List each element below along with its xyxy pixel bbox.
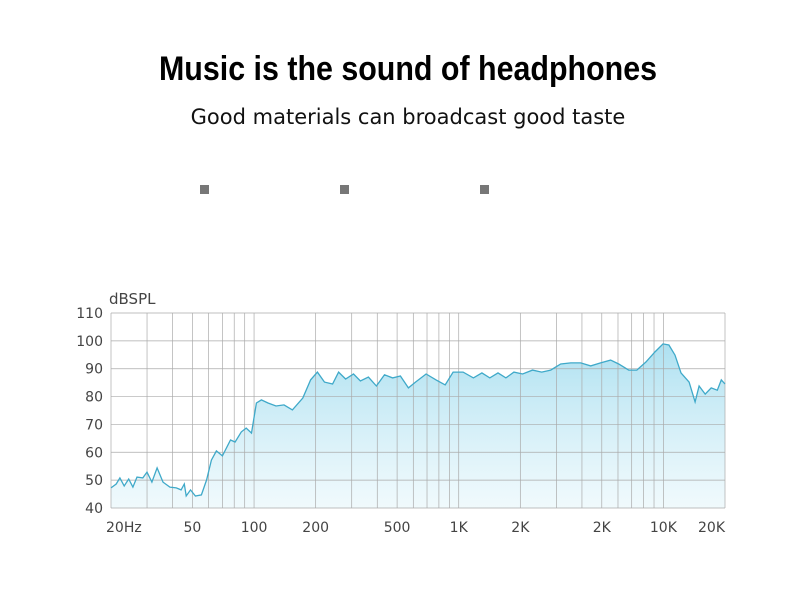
y-axis-label: dBSPL — [109, 290, 156, 308]
y-tick-label: 50 — [85, 473, 103, 489]
x-tick-label: 2K — [511, 520, 530, 536]
x-tick-label: 50 — [184, 520, 202, 536]
x-tick-label: 100 — [241, 520, 268, 536]
dot — [200, 185, 209, 194]
x-tick-label: 2K — [593, 520, 612, 536]
x-tick-label: 500 — [384, 520, 411, 536]
y-tick-label: 70 — [85, 417, 103, 433]
x-tick-label: 20K — [698, 520, 726, 536]
dot — [480, 185, 489, 194]
y-tick-label: 90 — [85, 362, 103, 378]
subtitle: Good materials can broadcast good taste — [191, 105, 626, 129]
dot — [340, 185, 349, 194]
response-line — [110, 343, 726, 498]
y-tick-label: 100 — [76, 334, 103, 350]
x-tick-label: 200 — [302, 520, 329, 536]
x-tick-label: 20Hz — [106, 520, 142, 536]
x-tick-label: 10K — [650, 520, 678, 536]
x-tick-label: 1K — [450, 520, 469, 536]
y-tick-label: 60 — [85, 445, 103, 461]
y-tick-label: 80 — [85, 390, 103, 406]
y-tick-label: 110 — [76, 306, 103, 322]
title: Music is the sound of headphones — [159, 50, 657, 88]
area-fill — [111, 343, 725, 508]
y-tick-label: 40 — [85, 501, 103, 517]
